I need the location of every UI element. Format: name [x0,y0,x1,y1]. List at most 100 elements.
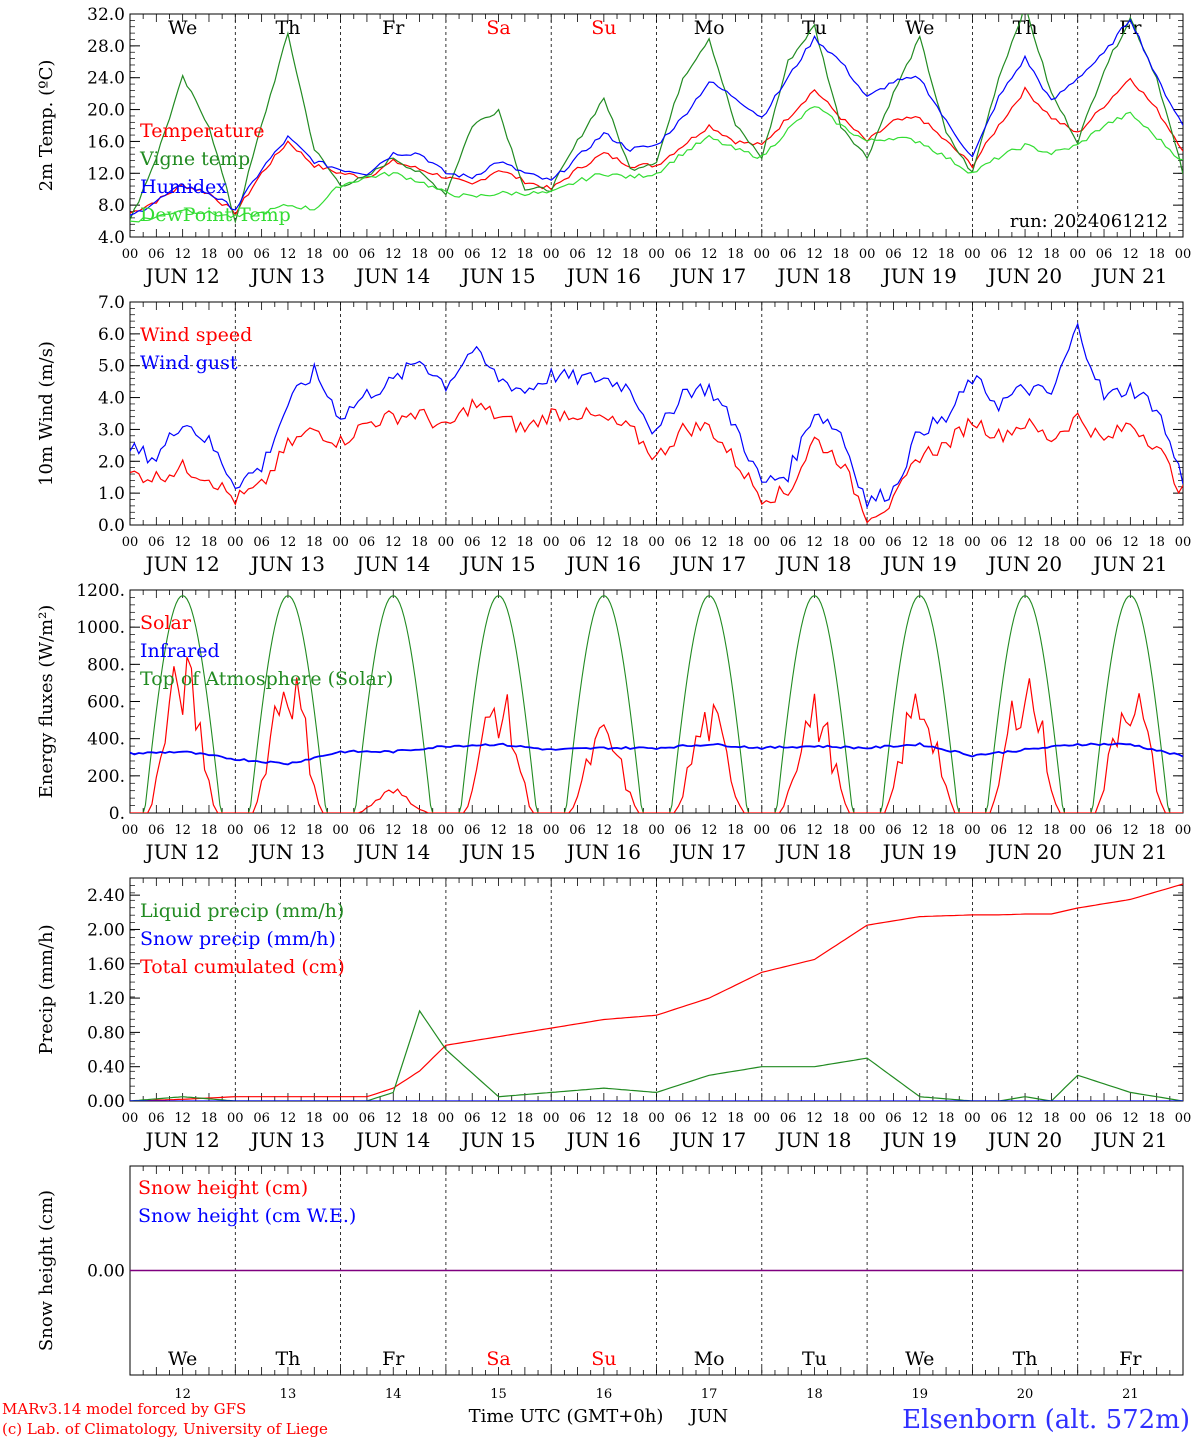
day-label: JUN 17 [670,264,746,288]
hour-tick-label: 06 [148,247,165,262]
hour-tick-label: 06 [359,535,376,550]
series-line-toa-solar [130,595,1183,813]
hour-tick-label: 18 [201,247,218,262]
chart-panel-2: 0.0 1.0 2.0 3.0 4.0 5.0 6.0 7.0 10m Wind (m/s) 00… [36,293,1191,576]
hour-tick-label: 06 [569,1111,586,1126]
day-label: JUN 20 [986,264,1062,288]
hour-tick-label: 06 [1096,1111,1113,1126]
day-label: JUN 16 [565,264,641,288]
day-label: JUN 20 [986,840,1062,864]
day-label: JUN 13 [249,552,325,576]
legend-entry: DewPoint Temp [140,204,291,226]
hour-tick-label: 12 [174,247,191,262]
plot-area [130,14,1183,225]
y-tick-label: 2.0 [98,452,125,472]
hour-tick-label: 06 [990,823,1007,838]
chart-footer: MARv3.14 model forced by GFS (c) Lab. of… [2,1400,1190,1438]
hour-tick-label: 12 [490,823,507,838]
legend-entry: Top of Atmosphere (Solar) [140,668,393,690]
series-line-liquid-precip-mm-h- [130,1009,1183,1101]
day-number: 18 [806,1387,823,1402]
hour-tick-label: 00 [227,247,244,262]
hour-tick-label: 18 [727,823,744,838]
weekday-label: Tu [802,1348,827,1370]
hour-tick-label: 06 [990,1111,1007,1126]
hour-tick-label: 00 [438,247,455,262]
hour-tick-label: 00 [438,823,455,838]
day-label: JUN 21 [1091,840,1167,864]
hour-tick-label: 06 [464,823,481,838]
hour-tick-label: 00 [648,823,665,838]
day-label: JUN 13 [249,264,325,288]
station-name: Elsenborn (alt. 572m) [902,1405,1190,1435]
hour-tick-label: 12 [1122,823,1139,838]
hour-tick-label: 18 [1043,1111,1060,1126]
hour-tick-label: 18 [833,823,850,838]
day-label: JUN 13 [249,1128,325,1152]
hour-tick-label: 00 [1069,1111,1086,1126]
hour-tick-label: 18 [1148,247,1165,262]
hour-tick-label: 18 [833,247,850,262]
hour-tick-label: 06 [359,247,376,262]
hour-tick-label: 12 [596,247,613,262]
hour-tick-label: 12 [911,823,928,838]
day-label: JUN 20 [986,552,1062,576]
weekday-label: Su [591,1348,616,1370]
day-number: 20 [1017,1387,1034,1402]
hour-tick-label: 12 [806,247,823,262]
day-label: JUN 14 [354,1128,430,1152]
hour-tick-label: 06 [569,823,586,838]
series-line-solar [130,656,1183,813]
hour-tick-label: 06 [885,823,902,838]
y-tick-label: 1.20 [87,989,125,1009]
hour-tick-label: 00 [964,247,981,262]
weekday-label: Fr [1119,1348,1142,1370]
hour-tick-label: 18 [411,247,428,262]
legend-entry: Infrared [140,640,220,662]
hour-tick-label: 12 [1017,247,1034,262]
day-number: 14 [385,1387,402,1402]
hour-tick-label: 00 [1069,247,1086,262]
y-tick-label: 12.0 [87,164,125,184]
model-credit: MARv3.14 model forced by GFS [2,1400,246,1418]
y-axis-title: Precip (mm/h) [36,924,57,1054]
hour-tick-label: 00 [964,823,981,838]
hour-tick-label: 18 [622,535,639,550]
y-tick-label: 0.40 [87,1058,125,1078]
hour-tick-label: 12 [385,535,402,550]
weekday-label: We [905,1348,934,1370]
hour-tick-label: 12 [701,1111,718,1126]
hour-tick-label: 00 [543,1111,560,1126]
hour-tick-label: 12 [806,823,823,838]
weekday-label: Mo [694,1348,725,1370]
weekday-label: We [168,1348,197,1370]
day-label: JUN 19 [881,840,957,864]
hour-tick-label: 12 [1017,535,1034,550]
legend-entry: Wind gust [140,352,238,374]
day-label: JUN 21 [1091,552,1167,576]
hour-tick-label: 18 [1043,823,1060,838]
hour-tick-label: 00 [332,1111,349,1126]
y-tick-label: 2.40 [87,886,125,906]
hour-tick-label: 00 [1069,823,1086,838]
series-line-dewpoint-temp [130,106,1183,223]
hour-tick-label: 06 [148,1111,165,1126]
y-tick-label: 5.0 [98,357,125,377]
day-label: JUN 12 [144,264,220,288]
hour-tick-label: 12 [701,247,718,262]
legend-entry: Snow height (cm W.E.) [138,1205,356,1227]
legend-entry: Snow height (cm) [138,1177,308,1199]
hour-tick-label: 18 [727,535,744,550]
day-label: JUN 12 [144,552,220,576]
hour-tick-label: 00 [438,1111,455,1126]
y-axis-title: Energy fluxes (W/m²) [36,605,57,799]
weekday-label: Sa [486,1348,510,1370]
hour-tick-label: 18 [517,1111,534,1126]
y-tick-label: 28.0 [87,37,125,57]
series-line-wind-speed [130,398,1183,524]
y-tick-label: 8.0 [98,196,125,216]
lab-credit: (c) Lab. of Climatology, University of L… [2,1420,328,1438]
day-label: JUN 18 [775,264,851,288]
hour-tick-label: 06 [885,247,902,262]
hour-tick-label: 06 [675,823,692,838]
